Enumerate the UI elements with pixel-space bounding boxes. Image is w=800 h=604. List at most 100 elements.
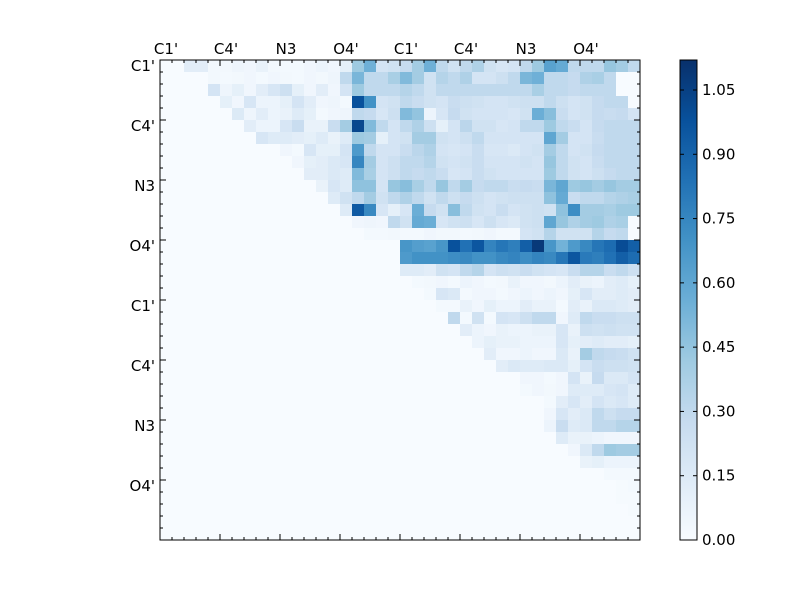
heatmap-cell bbox=[568, 156, 581, 169]
heatmap-cell bbox=[340, 480, 353, 493]
heatmap-cell bbox=[172, 180, 185, 193]
heatmap-cell bbox=[568, 444, 581, 457]
heatmap-cell bbox=[208, 456, 221, 469]
heatmap-cell bbox=[316, 360, 329, 373]
heatmap-cell bbox=[160, 168, 173, 181]
heatmap-cell bbox=[304, 96, 317, 109]
heatmap-cell bbox=[544, 300, 557, 313]
heatmap-cell bbox=[592, 60, 605, 73]
heatmap-cell bbox=[388, 96, 401, 109]
heatmap-cell bbox=[580, 120, 593, 133]
heatmap-cell bbox=[268, 84, 281, 97]
heatmap-cell bbox=[400, 312, 413, 325]
heatmap-cell bbox=[280, 300, 293, 313]
heatmap-cell bbox=[268, 108, 281, 121]
heatmap-cell bbox=[424, 144, 437, 157]
heatmap-cell bbox=[340, 108, 353, 121]
heatmap-cell bbox=[172, 444, 185, 457]
heatmap-cell bbox=[172, 324, 185, 337]
heatmap-cell bbox=[352, 336, 365, 349]
heatmap-cell bbox=[472, 336, 485, 349]
heatmap-cell bbox=[256, 444, 269, 457]
heatmap-cell bbox=[412, 444, 425, 457]
heatmap-cell bbox=[388, 264, 401, 277]
heatmap-cell bbox=[604, 312, 617, 325]
heatmap-cell bbox=[436, 348, 449, 361]
heatmap-cell bbox=[520, 300, 533, 313]
heatmap-cell bbox=[580, 360, 593, 373]
heatmap-cell bbox=[232, 204, 245, 217]
heatmap-cell bbox=[196, 216, 209, 229]
heatmap-cell bbox=[232, 168, 245, 181]
heatmap-cell bbox=[592, 312, 605, 325]
heatmap-cell bbox=[208, 180, 221, 193]
heatmap-cell bbox=[172, 504, 185, 517]
heatmap-cell bbox=[580, 96, 593, 109]
heatmap-cell bbox=[328, 228, 341, 241]
heatmap-cell bbox=[544, 60, 557, 73]
heatmap-cell bbox=[160, 516, 173, 529]
heatmap-cell bbox=[472, 192, 485, 205]
heatmap-cell bbox=[508, 192, 521, 205]
heatmap-cell bbox=[412, 96, 425, 109]
colorbar-tick-label: 0.30 bbox=[702, 402, 735, 420]
heatmap-cell bbox=[556, 420, 569, 433]
heatmap-cell bbox=[412, 336, 425, 349]
heatmap-cell bbox=[472, 300, 485, 313]
heatmap-cell bbox=[520, 288, 533, 301]
heatmap-cell bbox=[268, 324, 281, 337]
heatmap-cell bbox=[472, 324, 485, 337]
heatmap-cell bbox=[580, 240, 593, 253]
heatmap-cell bbox=[364, 372, 377, 385]
heatmap-cell bbox=[316, 384, 329, 397]
heatmap-cell bbox=[448, 384, 461, 397]
heatmap-cell bbox=[532, 180, 545, 193]
heatmap-cell bbox=[472, 384, 485, 397]
heatmap-cell bbox=[544, 396, 557, 409]
heatmap-cell bbox=[340, 192, 353, 205]
heatmap-cell bbox=[232, 276, 245, 289]
heatmap-cell bbox=[628, 312, 641, 325]
heatmap-cell bbox=[172, 372, 185, 385]
heatmap-cell bbox=[208, 528, 221, 541]
heatmap-cell bbox=[628, 168, 641, 181]
x-tick-labels: C1' C4' N3 O4' C1' C4' N3 O4' bbox=[154, 40, 599, 58]
heatmap-cell bbox=[520, 324, 533, 337]
y-tick-label: C1' bbox=[131, 297, 155, 315]
heatmap-cell bbox=[364, 276, 377, 289]
heatmap-cell bbox=[580, 372, 593, 385]
heatmap-cell bbox=[280, 408, 293, 421]
heatmap-cell bbox=[292, 348, 305, 361]
heatmap-cell bbox=[364, 528, 377, 541]
heatmap-cell bbox=[256, 324, 269, 337]
heatmap-cell bbox=[328, 204, 341, 217]
heatmap-cell bbox=[544, 240, 557, 253]
heatmap-cell bbox=[412, 132, 425, 145]
heatmap-cell bbox=[184, 144, 197, 157]
heatmap-cell bbox=[184, 432, 197, 445]
heatmap-cell bbox=[256, 348, 269, 361]
heatmap-cell bbox=[520, 216, 533, 229]
y-tick-label: C4' bbox=[131, 357, 155, 375]
heatmap-cell bbox=[400, 156, 413, 169]
heatmap-cell bbox=[268, 72, 281, 85]
heatmap-cell bbox=[364, 228, 377, 241]
colorbar bbox=[679, 59, 698, 541]
heatmap-cell bbox=[316, 252, 329, 265]
heatmap-cell bbox=[544, 348, 557, 361]
heatmap-cell bbox=[184, 288, 197, 301]
heatmap-cell bbox=[220, 360, 233, 373]
heatmap-cell bbox=[292, 468, 305, 481]
heatmap-cell bbox=[316, 492, 329, 505]
x-tick-label: O4' bbox=[333, 40, 358, 58]
heatmap-cell bbox=[616, 336, 629, 349]
heatmap-cell bbox=[460, 156, 473, 169]
heatmap-cell bbox=[532, 348, 545, 361]
heatmap-cell bbox=[556, 516, 569, 529]
heatmap-cell bbox=[532, 480, 545, 493]
heatmap-cell bbox=[400, 228, 413, 241]
heatmap-cell bbox=[544, 408, 557, 421]
heatmap-cell bbox=[400, 240, 413, 253]
heatmap-cell bbox=[316, 504, 329, 517]
heatmap-cell bbox=[208, 396, 221, 409]
